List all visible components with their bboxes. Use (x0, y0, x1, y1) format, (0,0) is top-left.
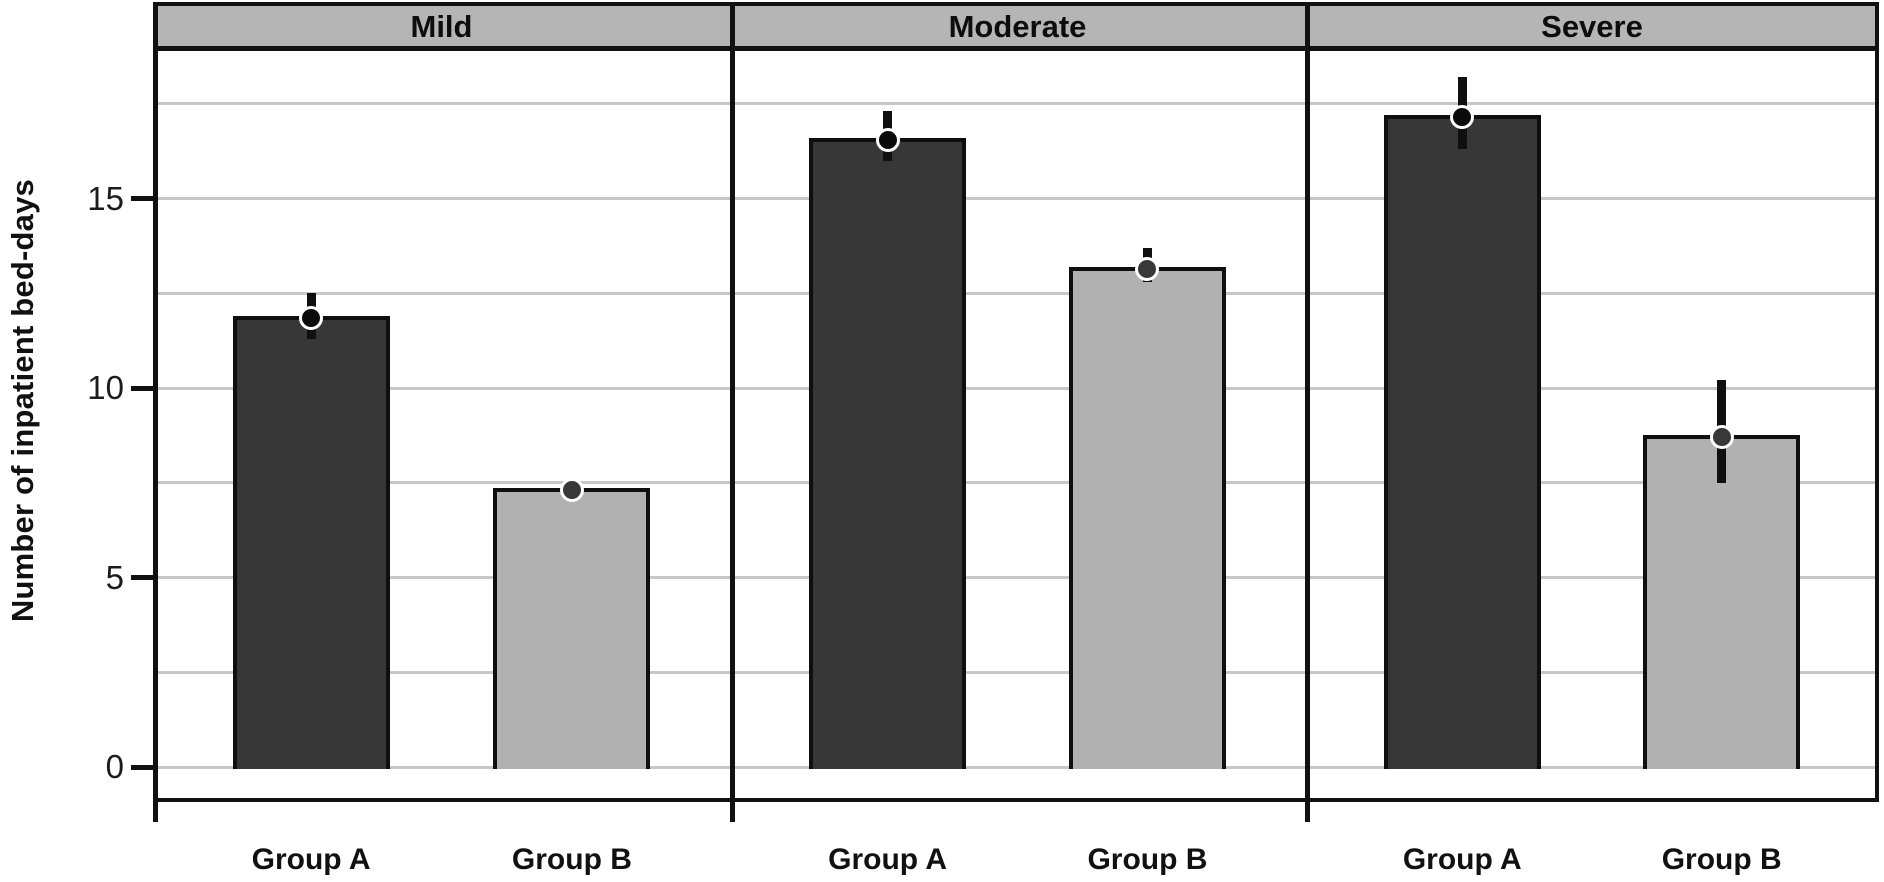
gridline (158, 291, 1875, 295)
x-axis-label-group-b: Group B (511, 843, 632, 876)
bar-severe-group-a (1383, 115, 1541, 769)
x-axis-label-group-b: Group B (1087, 843, 1208, 876)
panel-header-underline (153, 46, 1879, 51)
gridline (158, 576, 1875, 579)
mean-marker (1135, 256, 1160, 281)
bar-moderate-group-a (809, 137, 967, 769)
x-axis-label-group-b: Group B (1661, 843, 1782, 876)
y-tick (131, 575, 153, 580)
y-tick-label: 0 (105, 748, 124, 785)
x-axis-label-group-a: Group A (828, 843, 947, 876)
panel-divider-2 (1305, 2, 1310, 822)
y-tick (131, 385, 153, 391)
gridline (158, 481, 1875, 485)
panel-header-band (153, 6, 1879, 46)
mean-marker (559, 478, 584, 503)
gridline (158, 386, 1875, 390)
bar-severe-group-b (1643, 435, 1801, 769)
mean-marker (1450, 105, 1475, 130)
plot-frame-top (153, 2, 1879, 6)
gridline (158, 765, 1875, 769)
x-axis-label-group-a: Group A (251, 843, 371, 876)
y-tick (131, 196, 153, 201)
panel-header-mild: Mild (410, 8, 473, 44)
gridline (158, 102, 1875, 106)
y-tick-label: 15 (87, 179, 124, 217)
x-axis-label-group-a: Group A (1402, 843, 1522, 876)
bar-moderate-group-b (1068, 266, 1226, 769)
y-axis-line (153, 2, 158, 822)
bar-mild-group-b (493, 488, 651, 769)
mean-marker (1709, 425, 1734, 450)
mean-marker (875, 127, 900, 152)
plot-frame-bottom (153, 798, 1879, 802)
plot-frame-right (1875, 2, 1879, 802)
mean-marker (299, 305, 324, 330)
gridline (158, 197, 1875, 200)
panel-divider-1 (730, 2, 735, 822)
panel-header-severe: Severe (1541, 8, 1643, 44)
y-tick (131, 764, 153, 770)
y-tick-label: 10 (87, 369, 124, 406)
panel-header-moderate: Moderate (948, 8, 1087, 44)
y-tick-label: 5 (105, 558, 124, 596)
bar-mild-group-a (232, 315, 390, 769)
gridline (158, 670, 1875, 674)
